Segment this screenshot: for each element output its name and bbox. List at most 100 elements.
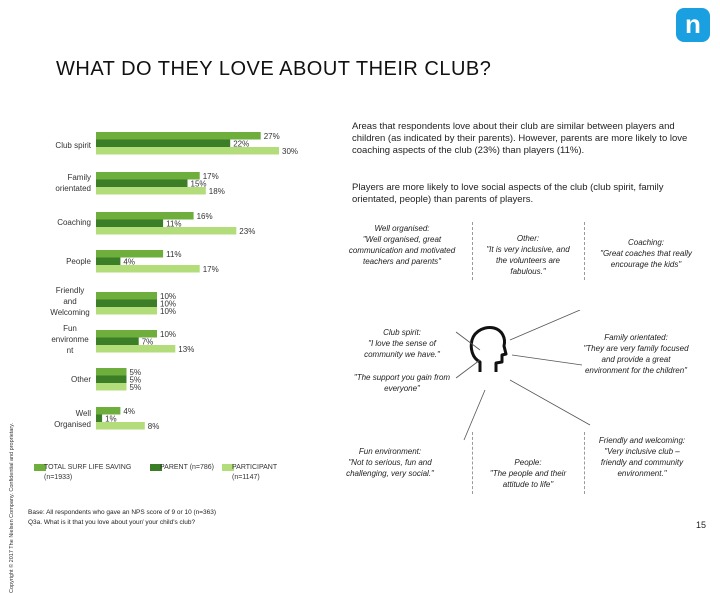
quote-body: "The people and their attitude to life" (489, 469, 567, 489)
quote-body: "Not to serious, fun and challenging, ve… (346, 458, 434, 478)
category-label-people: People (66, 257, 91, 266)
value-label-participant: 30% (282, 147, 298, 156)
bar-parent (96, 257, 121, 265)
value-label-participant: 10% (160, 307, 176, 316)
value-label-participant: 8% (148, 422, 160, 431)
quote-body: "I love the sense of community we have." (364, 339, 440, 359)
legend-parent: PARENT (n=786) (150, 460, 230, 474)
summary-paragraph-2: Players are more likely to love social a… (352, 182, 664, 205)
divider-vertical-3 (472, 432, 473, 494)
category-label-fun: Fun (63, 324, 77, 333)
summary-paragraph-1: Areas that respondents love about their … (352, 121, 688, 156)
bar-parent (96, 219, 164, 227)
value-label-total: 17% (203, 172, 219, 181)
legend-label-total-n: (n=1933) (44, 474, 73, 481)
legend-swatch-parent (150, 464, 162, 471)
connector-line (509, 379, 591, 426)
category-label-coaching: Coaching (57, 218, 91, 227)
bar-total (96, 292, 157, 300)
category-label-fun-2: environme (51, 335, 89, 344)
category-labels: Club spirit Family orientated Coaching P… (50, 141, 91, 429)
quote-head: Other: (516, 234, 540, 243)
quote-coaching: Coaching: "Great coaches that really enc… (596, 237, 696, 270)
bar-total (96, 368, 127, 376)
quote-body: "Great coaches that really encourage the… (600, 249, 692, 269)
divider-vertical-1 (472, 222, 473, 280)
quote-body: "They are very family focused and provid… (583, 344, 689, 375)
value-label-parent: 7% (142, 338, 154, 347)
value-label-participant: 17% (203, 265, 219, 274)
value-label-total: 10% (160, 292, 176, 301)
quote-head: Well organised: (374, 224, 430, 233)
bar-total (96, 407, 121, 415)
value-label-parent: 11% (166, 220, 181, 229)
bar-total (96, 172, 200, 180)
category-label-friendly: Friendly (56, 286, 84, 295)
bar-total (96, 330, 157, 338)
legend-participant: PARTICIPANT (n=1147) (222, 460, 302, 484)
bar-total (96, 212, 194, 220)
bar-participant (96, 307, 157, 315)
legend-swatch-total (34, 464, 46, 471)
bar-chart: 27%22%30%17%15%18%16%11%23%11%4%17%10%10… (50, 132, 298, 431)
quote-other: Other: "It is very inclusive, and the vo… (480, 233, 576, 277)
quote-head: Family orientated: (604, 333, 668, 342)
legend-label-total: TOTAL SURF LIFE SAVING (44, 464, 132, 471)
value-label-parent: 4% (123, 258, 135, 267)
value-label-total: 5% (130, 368, 142, 377)
value-label-total: 10% (160, 330, 176, 339)
bar-group (96, 132, 279, 430)
connector-line (463, 389, 486, 441)
value-label-total: 16% (197, 212, 213, 221)
category-label-family-orientated: Family (67, 173, 91, 182)
legend-swatch-participant (222, 464, 234, 471)
footnote-question: Q3a. What is it that you love about your… (28, 519, 196, 526)
quote-support: "The support you gain from everyone" (352, 372, 452, 394)
value-label-participant: 18% (209, 187, 225, 196)
quote-body: "Well organised, great communication and… (348, 235, 456, 266)
category-label-other: Other (71, 375, 91, 384)
value-label-total: 27% (264, 132, 280, 141)
value-label-participant: 23% (239, 227, 255, 236)
quote-head: Fun environment: (358, 447, 422, 456)
quote-friendly: Friendly and welcoming: "Very inclusive … (592, 435, 692, 479)
quote-head: People: (514, 458, 542, 467)
divider-vertical-4 (584, 432, 585, 494)
bar-parent (96, 375, 127, 383)
bar-participant (96, 187, 206, 195)
bar-participant (96, 265, 200, 273)
quote-body: "Very inclusive club – friendly and comm… (600, 447, 684, 478)
category-label-friendly-2: and (63, 297, 76, 306)
bar-participant (96, 227, 237, 235)
quote-well-organised: Well organised: "Well organised, great c… (338, 223, 466, 267)
footnote-base: Base: All respondents who gave an NPS sc… (28, 509, 217, 516)
bar-total (96, 132, 261, 140)
footnote: Base: All respondents who gave an NPS sc… (28, 508, 216, 528)
page-number: 15 (696, 520, 707, 530)
connector-line (455, 359, 481, 379)
category-label-well-organised: Well (76, 409, 92, 418)
bar-participant (96, 345, 176, 353)
quote-people: People: "The people and their attitude t… (476, 457, 580, 490)
bar-participant (96, 147, 279, 155)
category-label-club-spirit: Club spirit (55, 141, 91, 150)
quote-club-spirit: Club spirit: "I love the sense of commun… (352, 327, 452, 360)
bar-participant (96, 383, 127, 391)
connector-line (509, 310, 581, 341)
category-label-friendly-3: Welcoming (50, 308, 89, 317)
quote-body: "It is very inclusive, and the volunteer… (486, 245, 570, 276)
value-label-parent: 5% (130, 376, 142, 385)
head-silhouette-icon (469, 326, 508, 372)
divider-vertical-2 (584, 222, 585, 280)
value-label-total: 4% (123, 407, 135, 416)
bar-parent (96, 414, 103, 422)
category-label-well-organised-2: Organised (54, 420, 91, 429)
bar-parent (96, 179, 188, 187)
value-label-group: 27%22%30%17%15%18%16%11%23%11%4%17%10%10… (105, 132, 298, 431)
nielsen-logo: n (676, 8, 710, 42)
value-label-parent: 15% (191, 180, 207, 189)
bar-participant (96, 422, 145, 430)
quote-fun: Fun environment: "Not to serious, fun an… (340, 446, 440, 479)
connector-lines (455, 310, 591, 441)
bar-total (96, 250, 164, 258)
